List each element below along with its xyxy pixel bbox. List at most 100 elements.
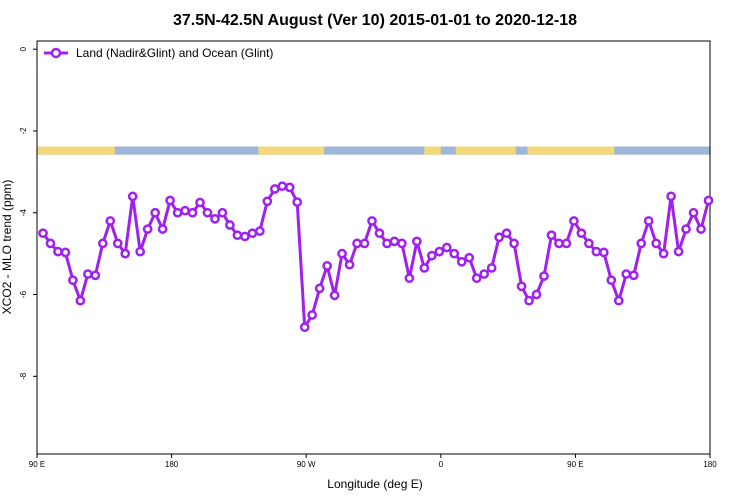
legend-label: Land (Nadir&Glint) and Ocean (Glint): [76, 46, 273, 60]
map-strip-ocean: [37, 146, 710, 155]
data-point: [613, 295, 624, 306]
data-point: [38, 228, 48, 239]
x-tick-label: 180: [165, 460, 179, 469]
data-point: [187, 207, 198, 218]
data-point: [367, 216, 377, 226]
data-point: [150, 207, 160, 218]
x-tick-label: 0: [439, 460, 444, 469]
data-point: [135, 246, 146, 257]
x-tick-label: 180: [703, 460, 717, 469]
data-point: [576, 228, 587, 239]
data-point: [157, 224, 168, 234]
x-tick-label: 90 W: [297, 460, 316, 469]
map-strip: [37, 146, 710, 155]
data-point: [524, 295, 534, 306]
data-point: [60, 247, 71, 258]
data-point: [142, 224, 153, 234]
data-point: [441, 242, 452, 253]
x-axis-label: Longitude (deg E): [327, 477, 422, 491]
data-point: [322, 261, 332, 271]
data-point: [172, 207, 183, 218]
y-tick-label: -4: [19, 209, 28, 217]
data-point: [636, 238, 647, 249]
data-point: [195, 197, 205, 208]
data-point: [217, 207, 228, 218]
data-point: [382, 238, 392, 249]
data-point: [673, 246, 684, 257]
data-point: [254, 226, 265, 236]
data-point: [53, 246, 63, 257]
series-line: [41, 184, 710, 329]
data-point: [307, 310, 318, 320]
x-axis: 90 E 180 90 W 0 90 E 180: [29, 454, 717, 469]
data-point: [105, 216, 116, 226]
data-point: [419, 263, 430, 273]
data-point: [397, 238, 407, 249]
map-strip-land: [455, 146, 516, 155]
data-point: [352, 238, 362, 249]
y-tick-label: 0: [19, 46, 28, 51]
data-point: [82, 269, 93, 279]
data-point: [329, 290, 340, 301]
data-point: [112, 238, 123, 249]
legend: Land (Nadir&Glint) and Ocean (Glint): [44, 46, 273, 60]
data-point: [299, 322, 310, 333]
x-tick-label: 90 E: [29, 460, 45, 469]
chart-title: 37.5N-42.5N August (Ver 10) 2015-01-01 t…: [173, 12, 577, 29]
data-point: [628, 270, 639, 281]
data-point: [658, 248, 669, 259]
map-strip-land: [37, 146, 115, 155]
data-point: [434, 246, 445, 257]
y-tick-label: -2: [19, 127, 28, 135]
data-point: [75, 295, 86, 306]
data-point: [127, 191, 138, 202]
data-point: [479, 269, 490, 279]
data-point: [509, 238, 519, 249]
data-point: [232, 230, 243, 241]
data-point: [359, 238, 370, 249]
data-point: [494, 232, 504, 243]
y-tick-label: -8: [19, 372, 28, 380]
data-point: [68, 275, 78, 286]
data-point: [277, 181, 288, 192]
y-axis-label: XCO2 - MLO trend (ppm): [0, 180, 14, 315]
data-point: [456, 256, 467, 267]
data-point: [389, 236, 400, 247]
x-tick-label: 90 E: [567, 460, 583, 469]
data-point: [643, 216, 654, 226]
data-point: [681, 224, 691, 234]
data-point: [404, 273, 415, 284]
data-point: [292, 197, 303, 207]
data-point: [471, 273, 482, 284]
data-point: [180, 205, 190, 216]
data-point: [269, 184, 280, 194]
data-point: [569, 216, 579, 226]
data-point: [202, 207, 213, 218]
map-strip-land: [527, 146, 615, 155]
data-point: [90, 270, 101, 281]
data-point: [688, 207, 699, 218]
data-point: [165, 195, 175, 206]
y-tick-label: -6: [19, 290, 28, 298]
data-point: [703, 195, 714, 206]
series-group: [38, 181, 714, 333]
data-point: [464, 252, 475, 263]
data-point: [412, 236, 422, 247]
data-point: [344, 259, 355, 270]
data-point: [606, 275, 617, 286]
data-point: [337, 248, 347, 259]
data-point: [374, 228, 385, 239]
data-point: [501, 228, 512, 239]
data-point: [314, 283, 325, 294]
data-point: [539, 271, 549, 281]
data-point: [554, 238, 564, 249]
data-point: [516, 281, 527, 292]
data-point: [696, 224, 706, 234]
data-point: [97, 238, 108, 249]
data-point: [591, 246, 602, 257]
data-point: [666, 191, 676, 202]
map-strip-land: [258, 146, 325, 155]
data-point: [584, 238, 594, 249]
y-axis: 0 -2 -4 -6 -8: [19, 46, 37, 380]
